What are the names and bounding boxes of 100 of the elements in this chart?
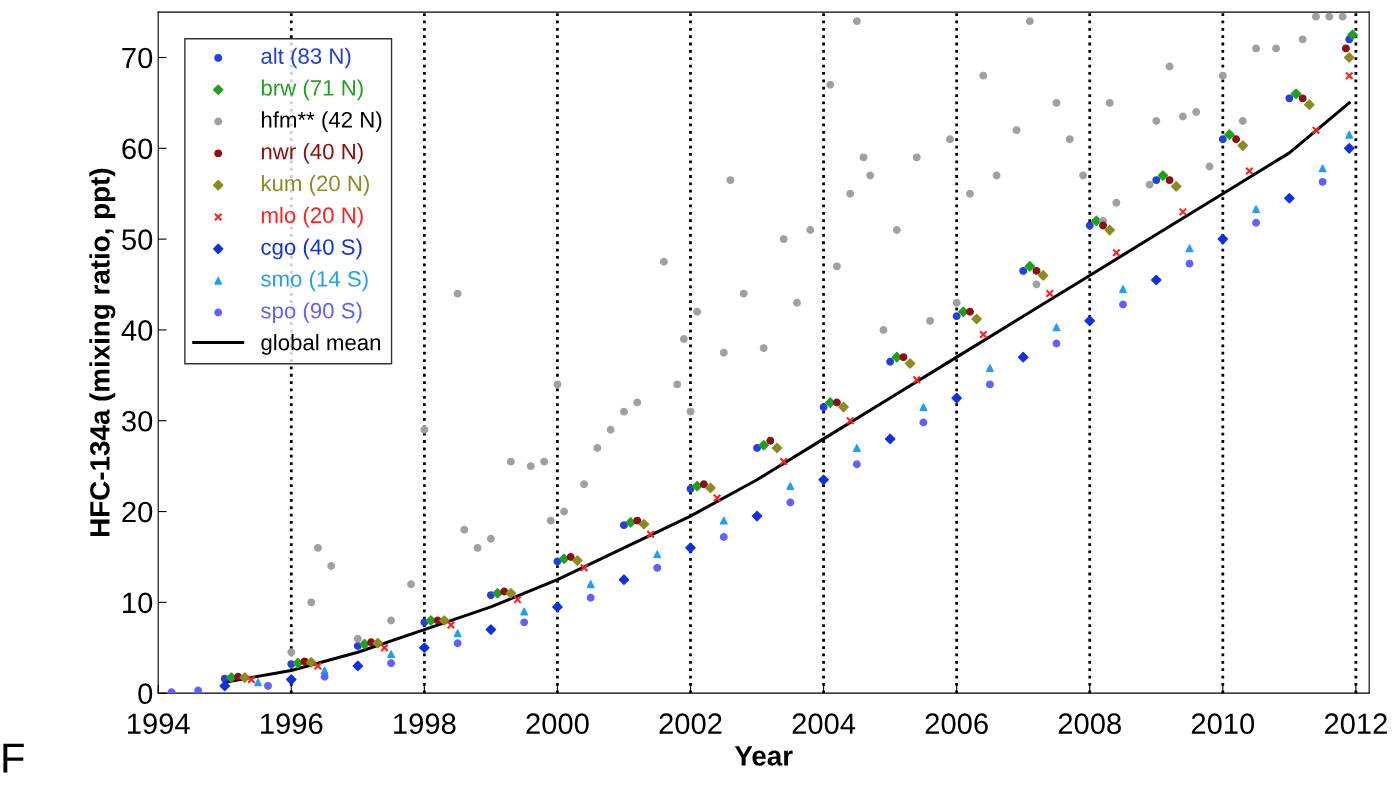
point [691, 480, 703, 492]
point [985, 380, 994, 389]
point [971, 313, 982, 325]
x-tick-label: 2004 [792, 713, 856, 735]
point [485, 624, 497, 635]
point [264, 681, 272, 690]
point [446, 620, 456, 630]
point [359, 638, 370, 650]
point [1017, 351, 1029, 363]
point [1052, 339, 1061, 348]
point [1019, 266, 1028, 275]
point [852, 444, 861, 452]
point [638, 518, 650, 530]
point [978, 330, 988, 339]
point [845, 416, 855, 426]
point [1344, 71, 1354, 80]
point [513, 595, 522, 604]
legend-label: cgo (40 S) [261, 238, 362, 260]
point [1343, 143, 1355, 154]
point [1245, 166, 1254, 176]
x-tick-label: 2006 [925, 713, 988, 735]
point [1037, 270, 1049, 281]
point [1311, 125, 1321, 135]
point [320, 672, 329, 681]
y-tick-label: 60 [122, 138, 153, 160]
point [1218, 135, 1227, 144]
point [453, 639, 462, 648]
point [1224, 129, 1235, 140]
point [1304, 99, 1315, 111]
point [247, 675, 256, 684]
point [753, 444, 761, 452]
point [705, 482, 716, 494]
point [520, 618, 529, 627]
point [558, 553, 570, 565]
point [1252, 205, 1261, 214]
point [419, 642, 430, 654]
y-tick-label: 30 [122, 410, 153, 432]
point [572, 555, 583, 566]
point [646, 529, 655, 539]
legend-label: mlo (20 N) [261, 206, 363, 228]
point [786, 498, 795, 507]
point [1150, 274, 1162, 286]
legend-label: smo (14 S) [261, 270, 368, 292]
x-axis-title: Year [734, 746, 793, 766]
point [699, 480, 708, 489]
legend-label: nwr (40 N) [261, 143, 363, 164]
x-tick-label: 2000 [526, 713, 589, 735]
point [486, 591, 495, 600]
point [1185, 244, 1194, 253]
point [818, 474, 829, 486]
point [899, 353, 908, 362]
point [838, 401, 849, 413]
point [1347, 29, 1358, 41]
point [352, 660, 364, 672]
point [1217, 233, 1229, 245]
point [1285, 94, 1294, 103]
point [719, 516, 728, 525]
point [653, 563, 662, 572]
point [1178, 207, 1188, 217]
point [505, 587, 517, 599]
x-tick-label: 2008 [1058, 713, 1121, 735]
point [492, 587, 503, 599]
y-tick-label: 40 [121, 320, 153, 341]
point [919, 403, 928, 412]
point [712, 493, 722, 503]
point [500, 587, 509, 596]
point [1318, 164, 1327, 173]
point [292, 657, 304, 669]
point [439, 615, 450, 626]
point [919, 418, 928, 427]
x-tick-label: 2010 [1191, 713, 1255, 735]
point [966, 307, 974, 316]
point [1341, 44, 1350, 53]
point [832, 398, 841, 407]
point [1165, 176, 1174, 185]
point [904, 358, 916, 369]
point [1099, 221, 1107, 230]
point [1232, 135, 1241, 144]
point [786, 482, 795, 491]
y-tick-label: 70 [122, 47, 153, 69]
point [1119, 285, 1127, 294]
point [1298, 94, 1307, 103]
point [1284, 192, 1295, 204]
point [625, 517, 636, 528]
x-tick-label: 1994 [127, 713, 190, 735]
point [1343, 52, 1355, 63]
point [766, 436, 775, 445]
point [1119, 300, 1127, 309]
point [1290, 88, 1302, 100]
point [686, 484, 695, 493]
point [685, 542, 696, 554]
x-tick-label: 2002 [659, 713, 722, 735]
legend-label: hfm** (42 N) [261, 111, 382, 132]
point [254, 678, 262, 687]
point [305, 656, 317, 668]
point [985, 364, 994, 373]
x-tick-label: 2012 [1324, 713, 1387, 735]
point [1052, 323, 1061, 332]
point [579, 563, 589, 573]
point [771, 442, 783, 454]
